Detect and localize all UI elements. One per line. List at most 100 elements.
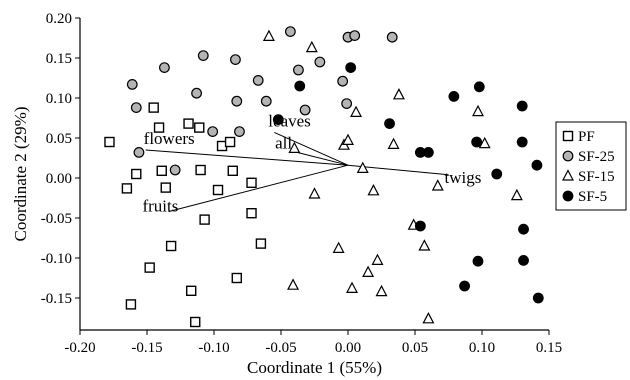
point-pf (156, 165, 167, 177)
x-tick-label: -0.15 (131, 340, 162, 356)
point-pf (246, 177, 257, 189)
vector-label-twigs: twigs (445, 168, 482, 187)
point-sf-15 (471, 104, 484, 117)
point-sf-25 (207, 126, 219, 138)
point-sf-25 (284, 26, 296, 37)
y-tick-label: -0.05 (41, 211, 72, 227)
point-pf (190, 316, 201, 328)
point-pf (125, 299, 137, 310)
point-pf (212, 184, 224, 196)
point-sf-25 (293, 64, 304, 76)
point-sf-25 (169, 164, 181, 176)
point-pf (160, 182, 171, 193)
point-sf-15 (422, 312, 435, 324)
point-sf-15 (346, 281, 359, 293)
point-sf-25 (197, 50, 209, 61)
point-sf-15 (288, 141, 301, 153)
vector-all (296, 151, 349, 166)
y-tick-label: 0.00 (46, 171, 72, 187)
point-sf-5 (516, 100, 528, 112)
vector-fruits (168, 164, 349, 213)
vector-flowers (145, 149, 349, 166)
point-sf-5 (518, 254, 529, 266)
point-pf (255, 238, 267, 249)
legend-label-sf-5: SF-5 (578, 189, 607, 205)
point-sf-15 (350, 105, 363, 118)
point-pf (224, 136, 236, 148)
point-sf-5 (471, 136, 483, 148)
point-sf-5 (294, 80, 306, 92)
y-tick-label: 0.10 (46, 91, 72, 107)
point-pf (104, 136, 115, 148)
point-sf-25 (231, 95, 243, 107)
point-sf-15 (431, 179, 444, 191)
point-sf-15 (478, 136, 491, 149)
point-pf (194, 122, 205, 133)
point-sf-15 (418, 239, 431, 251)
point-pf (144, 262, 155, 273)
y-tick-label: 0.05 (46, 131, 72, 147)
point-sf-25 (230, 54, 241, 65)
x-tick-label: 0.05 (402, 340, 428, 356)
point-sf-15 (387, 137, 400, 149)
point-sf-25 (126, 78, 138, 90)
legend-marker-pf (562, 130, 574, 142)
point-pf (131, 168, 142, 180)
point-pf (148, 102, 159, 113)
point-sf-25 (337, 75, 349, 87)
point-sf-5 (272, 114, 284, 125)
y-tick-label: 0.15 (46, 51, 72, 67)
point-sf-25 (252, 74, 264, 86)
point-sf-25 (130, 102, 142, 113)
point-sf-5 (414, 220, 426, 232)
point-sf-25 (133, 146, 145, 158)
x-tick-label: 0.00 (335, 340, 361, 356)
y-tick-label: 0.20 (46, 11, 72, 27)
point-pf (246, 207, 257, 219)
point-sf-5 (491, 168, 503, 180)
x-axis-title: Coordinate 1 (55%) (247, 358, 382, 377)
legend: PF SF-25 SF-15 SF-5 (555, 121, 627, 211)
point-pf (165, 240, 177, 252)
point-sf-25 (299, 104, 311, 116)
point-sf-25 (341, 98, 353, 109)
legend-marker-sf-15 (562, 169, 574, 181)
legend-label-sf-25: SF-25 (578, 149, 615, 165)
point-sf-5 (531, 159, 543, 171)
point-sf-5 (459, 280, 470, 292)
point-sf-5 (516, 136, 528, 148)
vector-label-all: all (275, 133, 292, 152)
x-tick-label: -0.20 (64, 340, 95, 356)
legend-label-pf: PF (578, 129, 595, 145)
legend-label-sf-15: SF-15 (578, 169, 615, 185)
legend-marker-sf-25 (562, 150, 574, 162)
x-tick-label: -0.10 (198, 340, 229, 356)
point-sf-15 (332, 241, 345, 253)
axes: -0.20 -0.15 -0.10 -0.05 0.00 0.05 0.10 0.15 0.20… (41, 11, 562, 356)
point-sf-15 (375, 284, 388, 297)
vector-label-fruits: fruits (142, 197, 178, 216)
point-sf-15 (362, 265, 375, 277)
point-sf-25 (234, 126, 245, 138)
point-sf-15 (356, 161, 369, 173)
y-tick-label: -0.10 (41, 251, 72, 267)
point-sf-5 (473, 81, 485, 93)
point-sf-25 (191, 87, 202, 99)
point-sf-5 (423, 146, 434, 158)
y-axis-title: Coordinate 2 (29%) (11, 106, 30, 241)
point-sf-25 (314, 56, 326, 68)
vector-label-flowers: flowers (144, 129, 195, 148)
x-tick-label: -0.05 (265, 340, 296, 356)
point-pf (183, 118, 194, 129)
point-sf-15 (305, 40, 318, 53)
vector-leaves (274, 131, 349, 166)
point-sf-15 (262, 29, 275, 42)
point-sf-15 (510, 188, 523, 201)
point-pf (227, 165, 238, 177)
point-sf-15 (287, 278, 300, 290)
point-sf-5 (345, 62, 357, 73)
point-sf-5 (384, 118, 395, 129)
point-sf-5 (448, 90, 460, 102)
data-points (104, 26, 544, 328)
